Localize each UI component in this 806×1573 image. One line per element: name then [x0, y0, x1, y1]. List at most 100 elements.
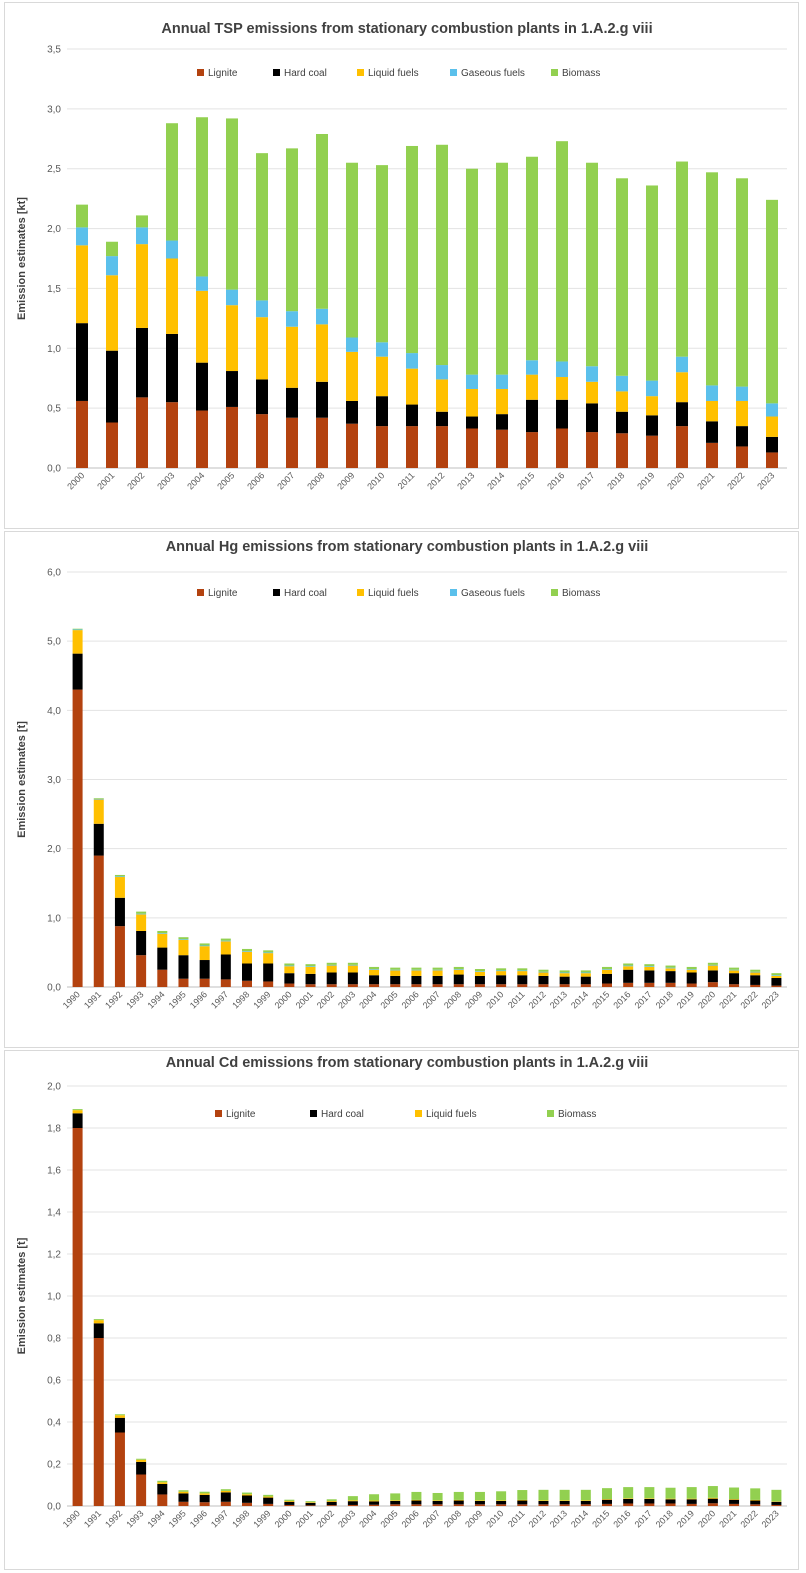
bar-segment-hard-coal	[580, 1500, 591, 1505]
bar-segment-gaseous-fuels	[526, 360, 538, 375]
bar-segment-biomass	[178, 937, 189, 940]
bar-segment-liquid-fuels	[114, 877, 125, 898]
bar-segment-lignite	[93, 1338, 104, 1506]
bar-segment-liquid-fuels	[616, 391, 628, 412]
x-tick-label: 2012	[527, 989, 548, 1010]
bar-segment-biomass	[263, 1494, 274, 1497]
bar-segment-hard-coal	[665, 1499, 676, 1504]
bar-segment-hard-coal	[729, 973, 740, 985]
x-tick-label: 2014	[569, 989, 590, 1010]
bar-segment-biomass	[517, 1490, 528, 1500]
bar-segment-lignite	[580, 984, 591, 987]
bar-segment-liquid-fuels	[256, 317, 268, 380]
bar-segment-lignite	[736, 446, 748, 468]
bar-segment-hard-coal	[305, 1502, 316, 1506]
bar-segment-biomass	[771, 973, 782, 976]
x-tick-label: 2021	[717, 989, 738, 1010]
x-tick-label: 2012	[527, 1508, 548, 1529]
bar-segment-biomass	[676, 161, 688, 357]
bar-segment-lignite	[750, 984, 761, 987]
bar-segment-lignite	[644, 982, 655, 987]
bar-segment-liquid-fuels	[326, 1500, 337, 1502]
bar-segment-hard-coal	[686, 972, 697, 984]
bar-segment-liquid-fuels	[729, 970, 740, 974]
y-tick-label: 3,0	[47, 775, 61, 786]
bar-segment-gaseous-fuels	[376, 342, 388, 357]
x-tick-label: 2008	[442, 1508, 463, 1529]
y-tick-label: 2,5	[47, 164, 61, 175]
bar-segment-biomass	[305, 964, 316, 967]
bar-segment-biomass	[686, 1487, 697, 1499]
legend-swatch	[273, 589, 280, 596]
x-tick-label: 1995	[167, 1508, 188, 1529]
bar-segment-biomass	[750, 1488, 761, 1500]
x-tick-label: 1998	[230, 989, 251, 1010]
legend-label: Biomass	[562, 588, 600, 599]
x-tick-label: 1997	[209, 989, 230, 1010]
bar-segment-lignite	[453, 1504, 464, 1506]
bar-segment-liquid-fuels	[196, 290, 208, 363]
y-tick-label: 0,6	[47, 1376, 61, 1387]
legend-label: Gaseous fuels	[461, 588, 525, 599]
bar-segment-liquid-fuels	[644, 966, 655, 971]
bar-segment-biomass	[369, 966, 380, 970]
bar-segment-liquid-fuels	[706, 400, 718, 422]
bar-segment-liquid-fuels	[178, 939, 189, 956]
bar-segment-biomass	[729, 967, 740, 970]
x-tick-label: 2009	[463, 1508, 484, 1529]
x-tick-label: 2017	[633, 1508, 654, 1529]
x-tick-label: 1991	[82, 989, 103, 1010]
bar-segment-biomass	[644, 964, 655, 967]
bar-segment-biomass	[496, 1491, 507, 1501]
bar-segment-gaseous-fuels	[256, 300, 268, 318]
bar-segment-biomass	[559, 970, 570, 973]
bar-segment-gaseous-fuels	[326, 964, 337, 966]
x-tick-label: 2018	[605, 470, 626, 491]
bar-segment-biomass	[526, 156, 538, 361]
bar-segment-liquid-fuels	[199, 1493, 210, 1495]
legend-swatch	[450, 589, 457, 596]
bar-segment-hard-coal	[178, 955, 189, 979]
bar-segment-liquid-fuels	[676, 372, 688, 403]
bar-segment-hard-coal	[432, 975, 443, 985]
bar-segment-hard-coal	[114, 897, 125, 927]
bar-segment-hard-coal	[526, 399, 538, 433]
bar-segment-lignite	[286, 417, 298, 468]
y-tick-label: 1,0	[47, 344, 61, 355]
x-tick-label: 2011	[506, 1508, 527, 1529]
bar-segment-biomass	[602, 966, 612, 970]
bar-segment-gaseous-fuels	[453, 969, 464, 970]
bar-segment-biomass	[106, 241, 118, 257]
bar-segment-lignite	[326, 1505, 337, 1506]
x-tick-label: 2023	[760, 989, 781, 1010]
bar-segment-gaseous-fuels	[199, 945, 210, 947]
y-tick-label: 0,4	[47, 1418, 61, 1429]
bar-segment-biomass	[411, 967, 422, 970]
bar-segment-liquid-fuels	[517, 971, 528, 976]
x-tick-label: 1990	[61, 989, 82, 1010]
bar-segment-hard-coal	[347, 1501, 358, 1505]
bar-segment-liquid-fuels	[432, 1500, 443, 1501]
bar-segment-biomass	[114, 874, 125, 877]
bar-segment-liquid-fuels	[286, 326, 298, 388]
bar-segment-biomass	[602, 1488, 612, 1500]
x-tick-label: 2022	[738, 989, 759, 1010]
bar-segment-biomass	[136, 215, 148, 228]
bar-segment-biomass	[644, 1487, 655, 1499]
legend-label: Liquid fuels	[426, 1109, 477, 1120]
bar-segment-lignite	[665, 1503, 676, 1506]
bar-segment-biomass	[136, 1458, 147, 1460]
bar-segment-lignite	[496, 1504, 507, 1506]
bar-segment-gaseous-fuels	[106, 256, 118, 276]
x-tick-label: 2002	[315, 1508, 336, 1529]
bar-segment-biomass	[390, 967, 401, 970]
bar-segment-gaseous-fuels	[76, 227, 88, 246]
bar-segment-liquid-fuels	[559, 973, 570, 977]
bar-segment-biomass	[432, 967, 443, 970]
bar-segment-biomass	[199, 1491, 210, 1494]
bar-segment-lignite	[178, 978, 189, 987]
bar-segment-hard-coal	[411, 1500, 422, 1505]
bar-segment-gaseous-fuels	[707, 964, 718, 966]
bar-segment-lignite	[707, 982, 718, 987]
bar-segment-liquid-fuels	[623, 1498, 634, 1499]
